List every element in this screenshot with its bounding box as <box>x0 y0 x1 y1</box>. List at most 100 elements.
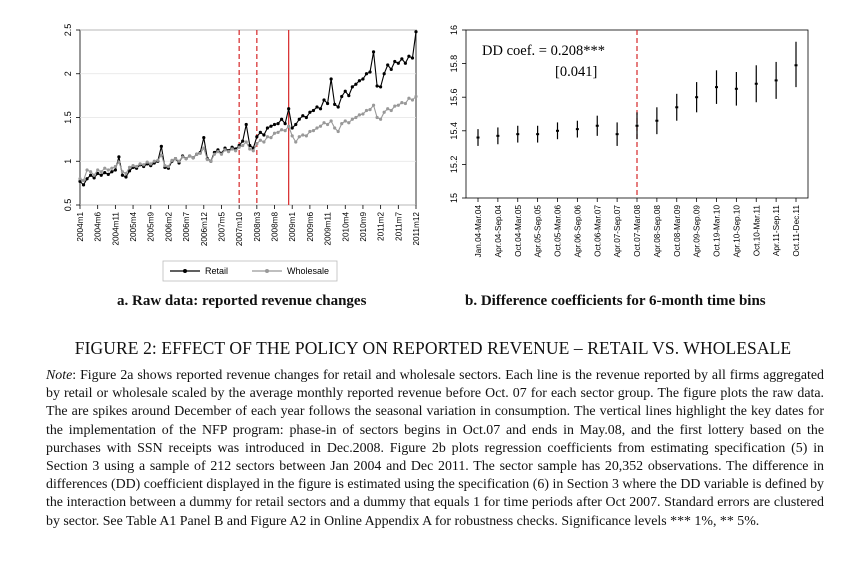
panel-b-caption: b. Difference coefficients for 6-month t… <box>465 293 766 309</box>
data-point-retail <box>106 172 110 176</box>
data-point-retail <box>333 102 337 106</box>
data-point-retail <box>283 122 287 126</box>
data-point-wholesale <box>308 129 312 134</box>
data-point-wholesale <box>198 151 202 155</box>
x-tick-label-b: Oct.07-Mar.08 <box>633 205 642 257</box>
data-point-retail <box>96 171 100 176</box>
data-point-retail <box>308 110 312 114</box>
data-point-wholesale <box>393 104 397 108</box>
data-point-retail <box>340 94 344 99</box>
x-tick-label-b: Oct.19-Mar.10 <box>713 205 722 257</box>
data-point-retail <box>262 133 266 137</box>
x-tick-label-a: 2006m7 <box>182 212 191 242</box>
data-point-retail <box>294 122 298 127</box>
data-point-wholesale <box>241 143 245 148</box>
x-tick-label-b: Oct.06-Mar.07 <box>593 205 602 257</box>
panel-a-svg: 0.5 1 1.5 2 2.5 2004m1 2004m6 2004m11 2005m4 2005… <box>63 24 421 282</box>
data-point-wholesale <box>325 122 330 127</box>
data-point-retail <box>269 124 273 128</box>
data-point-wholesale <box>110 166 114 170</box>
data-point-retail <box>92 176 96 180</box>
data-point-wholesale <box>156 158 160 162</box>
data-point-wholesale <box>258 138 262 142</box>
x-tick-label-a: 2008m3 <box>253 212 262 242</box>
data-point-wholesale <box>117 160 121 164</box>
data-point-retail <box>255 135 259 139</box>
data-point-wholesale <box>382 110 386 114</box>
data-point-wholesale <box>371 103 376 107</box>
x-tick-label-a: 2008m8 <box>271 212 280 242</box>
data-point-wholesale <box>226 150 231 154</box>
data-point-wholesale <box>400 101 404 105</box>
data-point-retail <box>120 173 125 177</box>
x-tick-label-a: 2004m11 <box>111 212 120 246</box>
x-tick-label-a: 2007m10 <box>235 212 244 247</box>
data-point-wholesale <box>294 140 298 144</box>
data-point-retail <box>361 77 365 81</box>
data-point-retail <box>389 67 393 71</box>
x-tick-label-a: 2009m6 <box>306 212 315 242</box>
panel-b-svg: 15 15.2 15.4 15.6 15.8 16 Jan.04-Mar.04 Apr.04-… <box>449 25 809 257</box>
y-tick-label-b: 15.2 <box>449 156 459 174</box>
data-point-wholesale <box>304 134 308 138</box>
x-tick-label-a: 2009m1 <box>288 212 297 242</box>
data-point-wholesale <box>188 154 192 158</box>
data-point-wholesale <box>127 165 132 169</box>
data-point-retail <box>410 56 415 60</box>
data-point-wholesale <box>209 159 213 163</box>
y-tick-label-b: 15 <box>449 193 459 203</box>
data-point-wholesale <box>180 155 185 159</box>
data-point-wholesale <box>152 159 156 163</box>
data-point-retail <box>127 169 132 173</box>
data-point-retail <box>124 175 128 179</box>
data-point-retail <box>318 107 323 111</box>
data-point-retail <box>322 98 326 102</box>
x-tick-label-b: Oct.11-Dec.11 <box>792 205 801 257</box>
data-point-wholesale <box>297 135 301 139</box>
data-point-wholesale <box>216 150 220 154</box>
data-point-retail <box>375 84 379 88</box>
data-point-wholesale <box>322 121 326 125</box>
data-point-wholesale <box>230 147 234 151</box>
x-tick-label-a: 2006m2 <box>164 212 173 242</box>
legend-marker-retail <box>183 269 187 273</box>
data-point-retail <box>110 170 114 174</box>
data-point-wholesale <box>223 148 227 152</box>
data-point-retail <box>85 177 89 181</box>
data-point-wholesale <box>163 164 167 168</box>
data-point-retail <box>315 105 319 109</box>
data-point-wholesale <box>205 157 209 162</box>
data-point-wholesale <box>396 103 400 107</box>
data-point-wholesale <box>138 162 142 166</box>
data-point-wholesale <box>78 177 82 181</box>
data-point-retail <box>364 72 369 76</box>
x-tick-label-b: Oct.08-Mar.09 <box>673 205 682 257</box>
data-point-retail <box>379 85 383 89</box>
data-point-wholesale <box>89 170 93 174</box>
data-point-retail <box>354 82 358 86</box>
data-point-retail <box>325 101 330 106</box>
data-point-wholesale <box>407 96 411 100</box>
data-point-retail <box>265 126 270 130</box>
x-tick-label-a: 2010m9 <box>359 212 368 242</box>
x-tick-label-a: 2011m12 <box>412 212 421 246</box>
data-point-wholesale <box>343 119 347 123</box>
y-tick-label-b: 15.8 <box>449 55 459 73</box>
data-point-wholesale <box>248 147 252 151</box>
x-tick-label-a: 2006m12 <box>200 212 209 247</box>
x-tick-label-a: 2005m9 <box>147 212 156 242</box>
y-tick-label-a: 0.5 <box>63 199 73 212</box>
x-tick-label-a: 2005m4 <box>129 212 138 242</box>
data-point-wholesale <box>166 164 171 169</box>
data-point-wholesale <box>124 171 128 176</box>
data-point-wholesale <box>403 101 407 106</box>
data-point-wholesale <box>131 164 135 168</box>
data-point-wholesale <box>103 166 107 170</box>
data-point-wholesale <box>333 126 337 130</box>
data-point-retail <box>276 122 280 126</box>
data-point-retail <box>280 117 284 121</box>
data-point-wholesale <box>379 117 383 121</box>
data-point-wholesale <box>354 115 358 120</box>
data-point-retail <box>89 173 93 177</box>
data-point-wholesale <box>287 124 291 128</box>
